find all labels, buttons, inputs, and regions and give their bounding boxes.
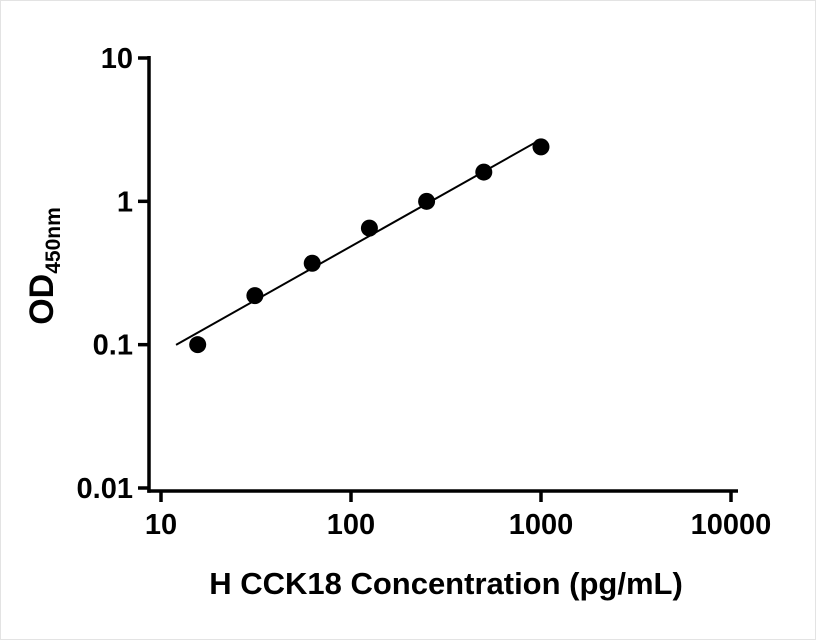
data-point: [475, 163, 493, 181]
data-point: [246, 287, 264, 305]
x-tick-label: 10: [145, 509, 177, 541]
y-tick-label: 10: [101, 43, 133, 75]
x-tick-label: 100: [327, 509, 375, 541]
y-tick-label: 0.1: [93, 330, 133, 362]
data-point: [418, 192, 436, 210]
data-point: [532, 138, 550, 156]
x-tick-label: 1000: [509, 509, 574, 541]
data-point: [360, 219, 378, 237]
y-tick-label: 0.01: [77, 473, 133, 505]
data-point: [303, 254, 321, 272]
y-axis-title: OD450nm: [23, 207, 65, 325]
x-axis-title: H CCK18 Concentration (pg/mL): [209, 566, 683, 601]
x-tick-label: 10000: [691, 509, 772, 541]
data-point: [189, 336, 207, 354]
y-tick-label: 1: [117, 186, 133, 218]
